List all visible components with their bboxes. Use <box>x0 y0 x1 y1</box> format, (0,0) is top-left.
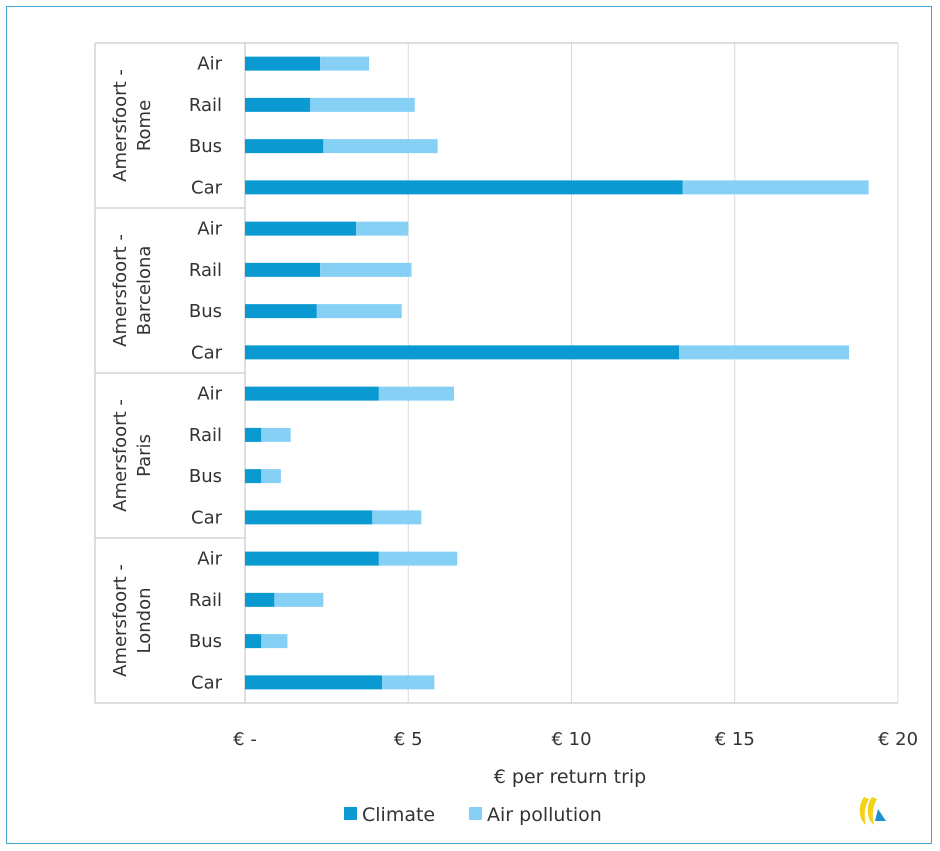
category-label: Rail <box>189 95 222 116</box>
category-label: Rail <box>189 590 222 611</box>
category-label: Air <box>197 549 222 570</box>
category-label: Rail <box>189 425 222 446</box>
bar-climate <box>245 221 357 236</box>
x-tick-label: € 5 <box>394 729 423 750</box>
category-label: Car <box>191 177 223 198</box>
bar-climate <box>245 56 321 71</box>
category-label: Car <box>191 507 223 528</box>
legend-label: Climate <box>362 804 435 826</box>
bar-climate <box>245 139 324 154</box>
bar-climate <box>245 97 311 112</box>
bar-air-pollution <box>320 56 370 71</box>
bar-climate <box>245 304 317 319</box>
category-label: Car <box>191 342 223 363</box>
bar-climate <box>245 345 680 360</box>
group-label: Amersfoort - London <box>110 564 155 677</box>
bar-air-pollution <box>682 180 869 195</box>
category-label: Bus <box>189 631 222 652</box>
bar-air-pollution <box>316 304 402 319</box>
bars <box>245 56 869 690</box>
x-tick-label: € 10 <box>551 729 591 750</box>
bar-air-pollution <box>261 469 281 484</box>
bar-air-pollution <box>261 634 288 649</box>
chart-frame <box>6 6 932 844</box>
category-label: Bus <box>189 301 222 322</box>
bar-air-pollution <box>261 427 291 442</box>
bar-climate <box>245 592 275 607</box>
bar-climate <box>245 386 379 401</box>
x-tick-label: € 20 <box>878 729 918 750</box>
x-tick-label: € 15 <box>715 729 755 750</box>
bar-air-pollution <box>382 675 435 690</box>
category-label: Bus <box>189 466 222 487</box>
bar-climate <box>245 469 262 484</box>
legend-swatch <box>344 807 357 820</box>
bar-air-pollution <box>378 386 454 401</box>
category-label: Rail <box>189 260 222 281</box>
bar-air-pollution <box>274 592 324 607</box>
group-label: Amersfoort - Paris <box>110 399 155 512</box>
bar-air-pollution <box>372 510 422 525</box>
bar-climate <box>245 180 683 195</box>
bar-air-pollution <box>679 345 850 360</box>
bar-climate <box>245 510 373 525</box>
logo-icon <box>859 797 886 825</box>
bar-climate <box>245 551 379 566</box>
category-labels: Air Rail Bus Car Amersfoort - Rome Air Rail Bus C… <box>110 54 223 694</box>
legend: Climate Air pollution <box>344 804 602 826</box>
x-tick-label: € - <box>233 729 257 750</box>
x-axis-label: € per return trip <box>494 766 646 788</box>
legend-label: Air pollution <box>487 804 602 826</box>
bar-air-pollution <box>310 97 415 112</box>
category-label: Car <box>191 672 223 693</box>
x-tick-labels: € - € 5 € 10 € 15 € 20 <box>233 729 918 750</box>
bar-climate <box>245 675 383 690</box>
category-label: Air <box>197 219 222 240</box>
category-label: Air <box>197 384 222 405</box>
group-label: Amersfoort - Rome <box>110 69 155 182</box>
bar-air-pollution <box>356 221 409 236</box>
bar-air-pollution <box>320 262 412 277</box>
category-label: Air <box>197 54 222 75</box>
bar-air-pollution <box>323 139 438 154</box>
bar-climate <box>245 634 262 649</box>
category-label: Bus <box>189 136 222 157</box>
bar-air-pollution <box>378 551 458 566</box>
bar-climate <box>245 262 321 277</box>
group-label: Amersfoort - Barcelona <box>110 234 155 347</box>
bar-climate <box>245 427 262 442</box>
legend-swatch <box>469 807 482 820</box>
